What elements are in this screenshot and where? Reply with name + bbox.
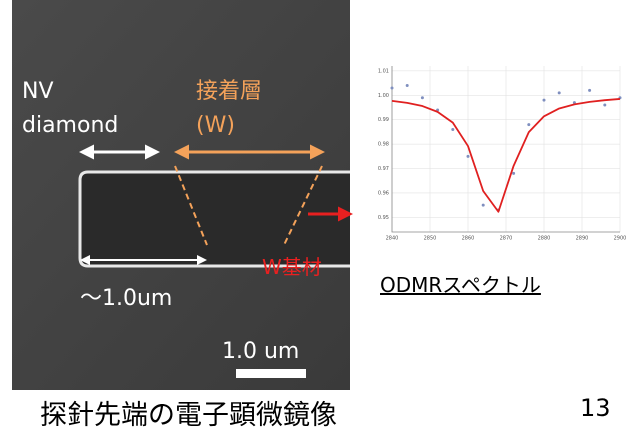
dashed-line — [283, 165, 323, 246]
data-point — [527, 123, 531, 127]
scale-bar — [236, 369, 306, 378]
y-tick-label: 0.98 — [378, 142, 389, 148]
data-point — [603, 103, 607, 107]
label: NV — [22, 79, 54, 104]
data-point — [420, 96, 424, 100]
label: 接着層 — [196, 79, 262, 104]
y-tick-label: 0.96 — [378, 190, 389, 196]
label: (W) — [196, 113, 235, 138]
y-tick-label: 0.97 — [378, 166, 389, 172]
page-number: 13 — [580, 394, 611, 422]
y-tick-label: 0.99 — [378, 117, 389, 123]
x-tick-label: 2880 — [538, 236, 551, 242]
data-point — [512, 171, 516, 175]
x-tick-label: 2900 — [614, 236, 626, 242]
caption: 探針先端の電子顕微鏡像 — [40, 400, 337, 431]
label: 〜1.0um — [80, 286, 172, 311]
data-point — [588, 88, 592, 92]
label: 1.0 um — [222, 339, 299, 364]
y-tick-label: 1.00 — [378, 93, 389, 99]
data-point — [481, 203, 485, 207]
y-tick-label: 0.95 — [378, 215, 389, 221]
x-tick-label: 2850 — [424, 236, 437, 242]
label: ODMRスペクトル — [380, 273, 541, 297]
y-tick-label: 1.01 — [378, 68, 389, 74]
dashed-line — [174, 165, 208, 246]
probe-tip — [78, 170, 350, 268]
x-tick-label: 2870 — [500, 236, 513, 242]
data-point — [405, 84, 409, 88]
data-point — [542, 98, 546, 102]
x-tick-label: 2840 — [386, 236, 399, 242]
label: diamond — [22, 113, 118, 138]
data-point — [390, 86, 394, 90]
chart-panel — [360, 62, 626, 247]
label: W基材 — [262, 255, 322, 279]
fit-line — [391, 98, 621, 213]
axes — [391, 66, 620, 233]
data-point — [557, 91, 561, 95]
data-point — [466, 154, 470, 158]
x-tick-label: 2890 — [576, 236, 589, 242]
data-point — [451, 127, 455, 131]
x-tick-label: 2860 — [462, 236, 475, 242]
